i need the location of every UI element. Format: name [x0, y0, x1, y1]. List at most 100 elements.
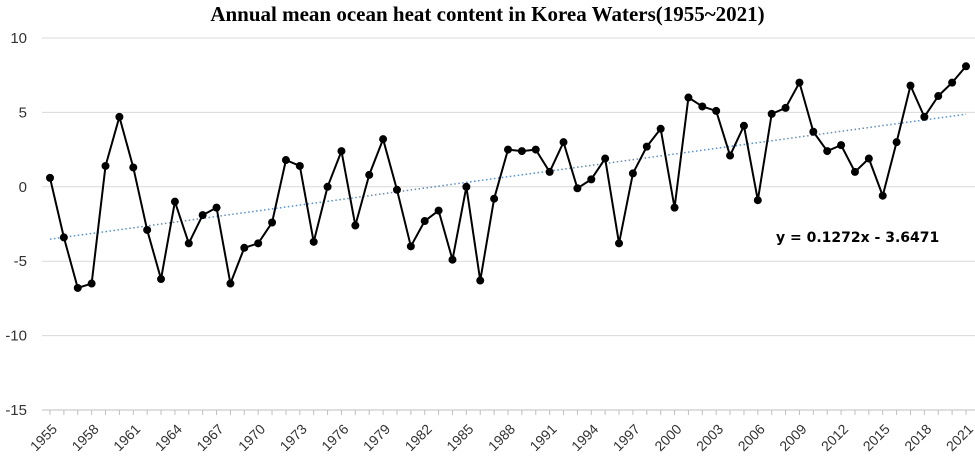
data-point	[892, 138, 901, 147]
data-point	[559, 138, 568, 147]
data-point	[73, 283, 82, 292]
data-point	[59, 233, 68, 242]
data-point	[295, 161, 304, 170]
data-point	[365, 170, 374, 179]
data-point	[309, 237, 318, 246]
data-point	[323, 182, 332, 191]
x-tick-label: 2015	[860, 421, 893, 454]
x-tick-label: 1964	[152, 421, 185, 454]
data-point	[379, 135, 388, 144]
data-point	[240, 243, 249, 252]
x-tick-label: 1958	[68, 421, 101, 454]
x-tick-label: 1994	[568, 421, 601, 454]
data-point	[753, 196, 762, 205]
data-point	[948, 78, 957, 87]
data-point	[934, 92, 943, 101]
data-point	[809, 127, 818, 136]
trendline-group	[49, 113, 967, 240]
x-tick-label: 1979	[360, 421, 393, 454]
data-point	[906, 81, 915, 90]
data-point	[143, 225, 152, 234]
data-point	[420, 217, 429, 226]
data-point	[850, 167, 859, 176]
data-point	[448, 255, 457, 264]
x-tick-label: 1955	[27, 421, 60, 454]
y-tick-label: 10	[10, 30, 27, 47]
data-point	[545, 167, 554, 176]
y-tick-label: -5	[14, 253, 27, 270]
data-point	[837, 141, 846, 150]
data-point	[254, 239, 263, 248]
x-tick-label: 2006	[735, 421, 768, 454]
x-tick-label: 2003	[693, 421, 726, 454]
data-point	[781, 103, 790, 112]
y-tick-label: -10	[5, 328, 27, 345]
x-tick-label: 2009	[776, 421, 809, 454]
data-point	[767, 109, 776, 118]
data-point	[115, 112, 124, 121]
data-point	[157, 275, 166, 284]
data-point	[392, 185, 401, 194]
x-tick-label: 1991	[526, 421, 559, 454]
data-point	[684, 93, 693, 102]
data-point	[698, 102, 707, 111]
data-point	[864, 154, 873, 163]
data-point	[573, 184, 582, 193]
data-point	[490, 194, 499, 203]
y-tick-label: -15	[5, 402, 27, 419]
data-point	[268, 218, 277, 227]
data-point	[46, 173, 54, 182]
data-point	[642, 142, 651, 151]
data-point	[587, 175, 596, 184]
x-tick-label: 1997	[610, 421, 643, 454]
data-point	[795, 78, 804, 87]
data-point	[129, 163, 138, 172]
series-line	[49, 65, 967, 289]
data-point	[878, 191, 887, 200]
y-tick-label: 0	[19, 179, 27, 196]
data-point	[87, 279, 96, 288]
x-tick-label: 1967	[193, 421, 226, 454]
data-point	[281, 156, 290, 165]
series-group	[46, 62, 970, 292]
y-axis: 10 5 0 -5 -10 -15	[5, 30, 27, 419]
data-point	[601, 154, 610, 163]
data-point	[615, 239, 624, 248]
x-tick-label: 1970	[235, 421, 268, 454]
data-point	[198, 211, 207, 220]
data-point	[504, 145, 512, 154]
x-tick-label: 2021	[943, 421, 975, 454]
data-point	[476, 276, 485, 285]
data-point	[212, 203, 221, 212]
x-tick-label: 1988	[485, 421, 518, 454]
data-point	[226, 279, 235, 288]
chart-title: Annual mean ocean heat content in Korea …	[210, 2, 765, 26]
x-tick-label: 1961	[110, 421, 143, 454]
x-tick-label: 1982	[402, 421, 435, 454]
data-point	[184, 239, 193, 248]
data-point	[962, 62, 970, 71]
data-point	[712, 106, 721, 115]
x-tick-label: 1973	[277, 421, 310, 454]
trendline-equation: y = 0.1272x - 3.6471	[776, 230, 939, 246]
data-point	[726, 151, 735, 160]
x-tick-label: 1976	[318, 421, 351, 454]
data-point	[406, 242, 415, 251]
data-point	[920, 112, 929, 121]
data-point	[670, 203, 679, 212]
trendline	[49, 113, 967, 240]
x-tick-label: 2018	[901, 421, 934, 454]
data-point	[739, 121, 748, 130]
data-point	[656, 124, 665, 133]
data-point	[823, 147, 832, 156]
x-tick-label: 2012	[818, 421, 851, 454]
data-point	[628, 169, 637, 178]
data-point	[531, 145, 540, 154]
data-point	[101, 161, 110, 170]
data-point	[517, 147, 526, 156]
x-tick-label: 2000	[651, 421, 684, 454]
data-point	[351, 221, 360, 230]
data-point	[462, 182, 471, 191]
x-axis: 1955 1958 1961 1964 1967 1970 1973 1976 1979 1982…	[27, 409, 975, 454]
